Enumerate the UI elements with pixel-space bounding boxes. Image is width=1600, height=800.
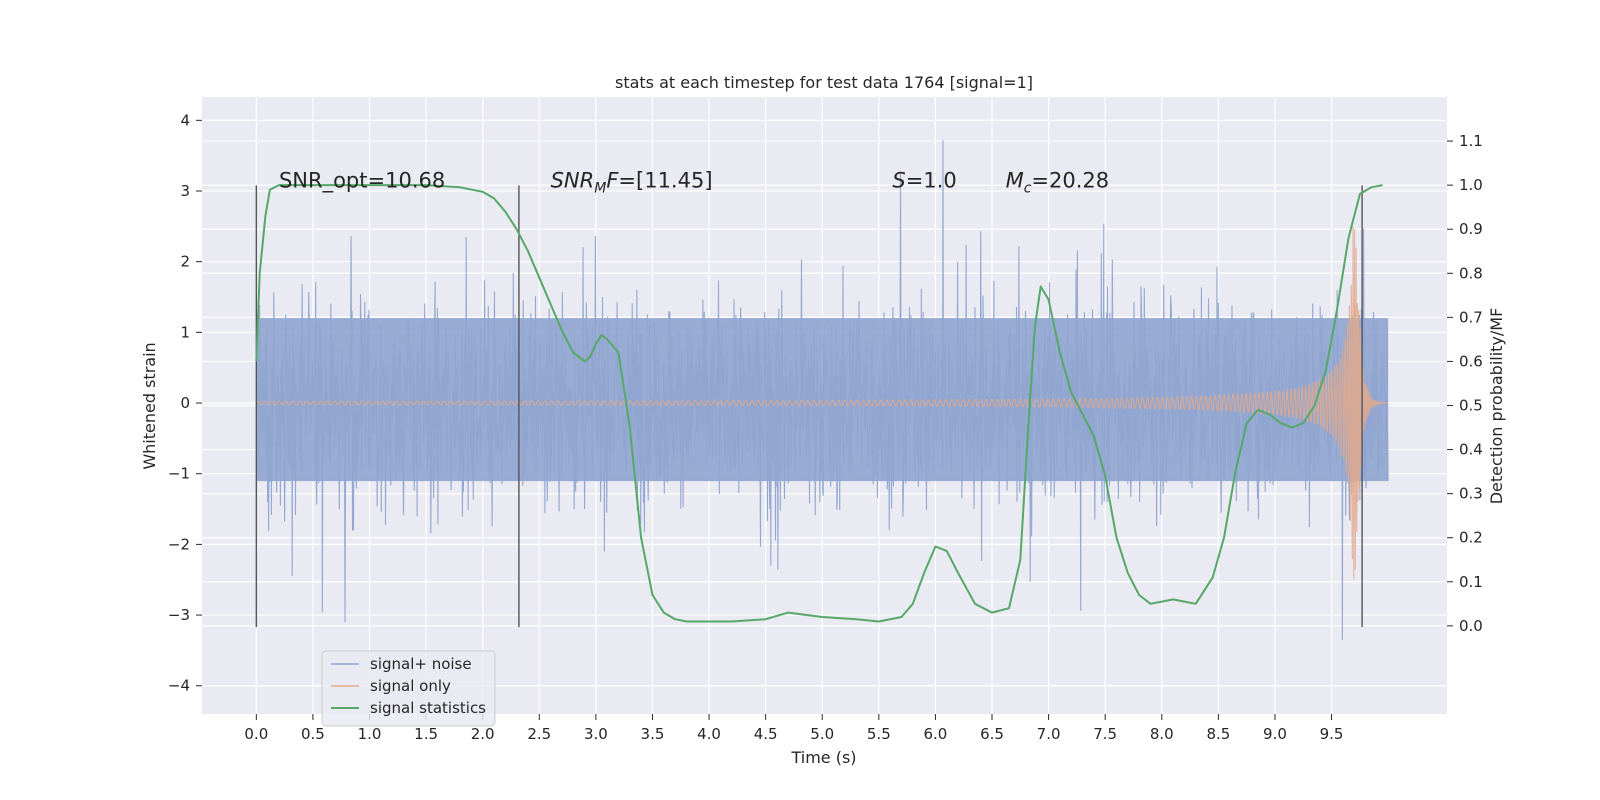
y-axis-right-ticks: 1.1 1.0 0.9 0.8 0.7 0.6 0.5 0.4 0.3 0.2 0.1 0.0 [1447,132,1483,635]
y-right-tick-label: 0.4 [1459,441,1483,459]
y-right-tick-label: 0.6 [1459,352,1483,370]
x-tick-label: 0.0 [244,725,268,743]
x-tick-label: 4.5 [754,725,778,743]
x-tick-label: 2.0 [471,725,495,743]
signal-statistics-series [255,184,1383,623]
y-tick-label: 4 [180,111,190,129]
x-tick-label: 2.5 [527,725,551,743]
x-tick-label: 5.0 [810,725,834,743]
annotation-0: SNR_opt=10.68 [279,168,445,193]
y-tick-label: 0 [180,394,190,412]
legend: signal+ noise signal only signal statist… [321,650,496,727]
y-right-tick-label: 0.8 [1459,264,1483,282]
x-tick-label: 0.5 [301,725,325,743]
y-tick-label: −3 [168,606,190,624]
y-right-tick-label: 0.3 [1459,485,1483,503]
y-tick-label: −4 [168,677,190,695]
y-tick-label: 1 [180,323,190,341]
y-axis-label: Whitened strain [140,342,159,469]
y-tick-label: 2 [180,253,190,271]
x-axis-ticks: 0.0 0.5 1.0 1.5 2.0 2.5 3.0 3.5 4.0 4.5 5.0 5.5 6.0 6… [244,714,1343,743]
legend-label-signal-statistics: signal statistics [370,699,486,717]
x-tick-label: 6.5 [980,725,1004,743]
vertical-markers [255,185,1363,628]
x-tick-label: 6.0 [923,725,947,743]
x-tick-label: 7.0 [1037,725,1061,743]
signal-only-line [255,226,1389,580]
signal-only-series [255,226,1389,580]
annotation-1: SNRMF=[11.45] [551,168,713,196]
x-axis-label: Time (s) [790,748,856,767]
y-tick-label: 3 [180,182,190,200]
x-tick-label: 9.5 [1320,725,1344,743]
x-tick-label: 3.5 [641,725,665,743]
y-right-tick-label: 0.0 [1459,617,1483,635]
x-tick-label: 5.5 [867,725,891,743]
x-tick-label: 1.0 [358,725,382,743]
y-right-tick-label: 0.5 [1459,397,1483,415]
y-right-tick-label: 1.1 [1459,132,1483,150]
annotations: SNR_opt=10.68 SNRMF=[11.45] S=1.0 Mc=20.28 [279,168,1109,196]
legend-label-signal-plus-noise: signal+ noise [370,655,472,673]
y-tick-label: −2 [168,535,190,553]
y-right-tick-label: 0.7 [1459,308,1483,326]
legend-label-signal-only: signal only [370,677,451,695]
chart-title: stats at each timestep for test data 176… [615,73,1033,92]
signal-plus-noise-band [256,318,1389,482]
x-tick-label: 3.0 [584,725,608,743]
x-tick-label: 7.5 [1093,725,1117,743]
y-right-tick-label: 1.0 [1459,176,1483,194]
signal-plus-noise-series [255,140,1389,641]
signal-statistics-line [255,184,1383,623]
x-tick-label: 1.5 [414,725,438,743]
y-axis-right-label: Detection probability/MF [1487,308,1506,505]
y-right-tick-label: 0.2 [1459,529,1483,547]
y-right-tick-label: 0.9 [1459,220,1483,238]
x-tick-label: 9.0 [1263,725,1287,743]
legend-box [321,650,496,727]
x-tick-label: 8.0 [1150,725,1174,743]
y-axis-ticks: 4 3 2 1 0 −1 −2 −3 −4 [168,111,202,695]
y-tick-label: −1 [168,465,190,483]
x-tick-label: 4.0 [697,725,721,743]
annotation-3: Mc=20.28 [1006,168,1110,196]
annotation-2: S=1.0 [892,168,956,192]
x-tick-label: 8.5 [1206,725,1230,743]
y-right-tick-label: 0.1 [1459,573,1483,591]
